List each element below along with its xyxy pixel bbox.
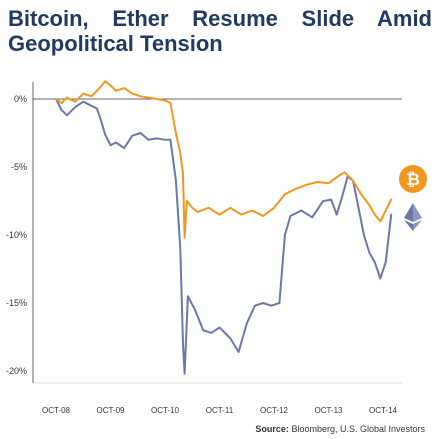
x-tick-label: OCT-10: [151, 406, 180, 415]
x-tick-label: OCT-12: [260, 406, 289, 415]
ether-series-line: [55, 98, 393, 375]
source-note: Source: Bloomberg, U.S. Global Investors: [255, 424, 425, 434]
source-text: Bloomberg, U.S. Global Investors: [291, 424, 425, 434]
source-label: Source:: [255, 424, 289, 434]
x-tick-label: OCT-08: [42, 406, 71, 415]
chart-title-line-1: Bitcoin, Ether Resume Slide Amid: [8, 6, 432, 31]
y-tick-label: -15%: [6, 298, 27, 308]
x-tick-label: OCT-13: [314, 406, 343, 415]
y-tick-label: -5%: [11, 162, 27, 172]
y-tick-label: 0%: [14, 94, 27, 104]
y-tick-label: -20%: [6, 366, 27, 376]
chart-axes: 0% -5% -10% -15% -20% OCT-08 OCT-09 OCT-10 OCT-1…: [6, 82, 402, 415]
chart-title-line-2: Geopolitical Tension: [8, 31, 223, 56]
x-tick-label: OCT-11: [206, 406, 234, 415]
ether-logo-icon: [404, 203, 422, 231]
svg-text:₿: ₿: [406, 170, 420, 189]
y-tick-label: -10%: [6, 230, 27, 240]
chart-series: [55, 80, 393, 375]
x-tick-label: OCT-14: [369, 406, 398, 415]
bitcoin-logo-icon: ₿: [399, 165, 427, 193]
x-tick-label: OCT-09: [96, 406, 125, 415]
chart-icons: ₿: [399, 165, 427, 231]
bitcoin-series-line: [55, 80, 393, 239]
chart-title: Bitcoin, Ether Resume Slide Amid Geopoli…: [8, 6, 432, 56]
